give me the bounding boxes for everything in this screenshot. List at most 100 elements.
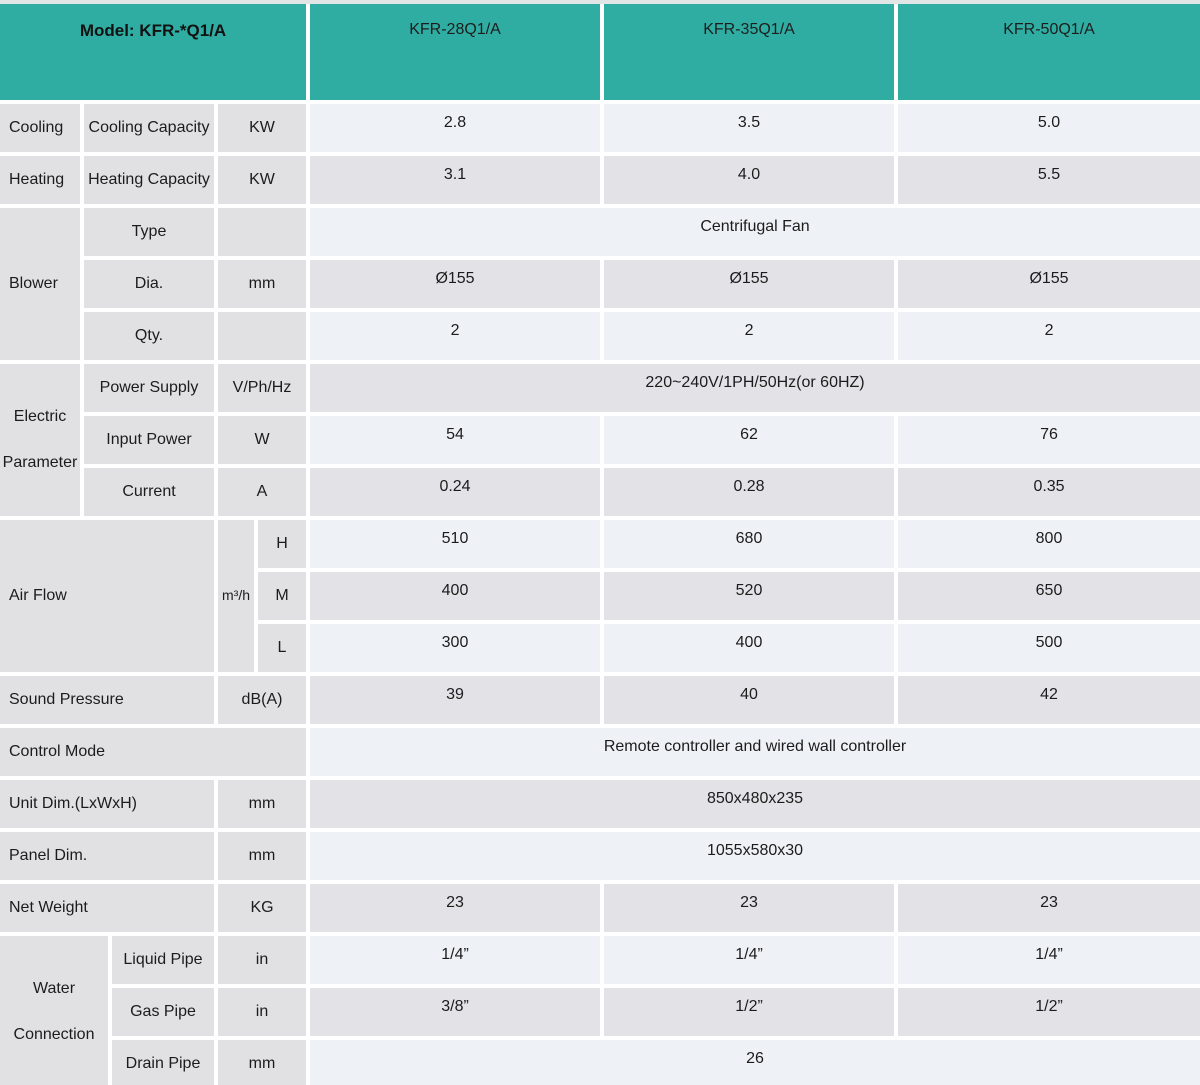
row-sound-pressure: Sound Pressure dB(A) 39 40 42: [0, 676, 1200, 724]
cell-airflow-l-kfr50: 500: [898, 624, 1200, 672]
label-input-power: Input Power: [84, 416, 214, 464]
row-blower-type: Blower Type Centrifugal Fan: [0, 208, 1200, 360]
row-panel-dim: Panel Dim. mm 1055x580x30: [0, 832, 1200, 880]
unit-blower-dia: mm: [218, 260, 307, 308]
unit-drain-pipe: mm: [218, 1040, 307, 1085]
cell-power-supply-merged: 220~240V/1PH/50Hz(or 60HZ): [310, 364, 1200, 412]
cell-cooling-kfr35: 3.5: [604, 104, 895, 152]
label-power-supply: Power Supply: [84, 364, 214, 412]
group-air-flow: Air Flow: [0, 520, 214, 672]
label-net-weight: Net Weight: [0, 884, 214, 932]
label-blower-type: Type: [84, 208, 214, 256]
header-col-kfr-28q1a: KFR-28Q1/A: [310, 4, 601, 100]
label-panel-dim: Panel Dim.: [0, 832, 214, 880]
unit-current: A: [218, 468, 307, 516]
cell-airflow-h-kfr35: 680: [604, 520, 895, 568]
cell-net-weight-kfr28: 23: [310, 884, 601, 932]
cell-liquid-pipe-kfr28: 1/4”: [310, 936, 601, 984]
cell-blower-qty-kfr28: 2: [310, 312, 601, 360]
cell-current-kfr28: 0.24: [310, 468, 601, 516]
row-net-weight: Net Weight KG 23 23 23: [0, 884, 1200, 932]
unit-unit-dim: mm: [218, 780, 307, 828]
unit-input-power: W: [218, 416, 307, 464]
header-col-kfr-50q1a: KFR-50Q1/A: [898, 4, 1200, 100]
cell-gas-pipe-kfr35: 1/2”: [604, 988, 895, 1036]
label-cooling-capacity: Cooling Capacity: [84, 104, 214, 152]
group-blower: Blower: [0, 208, 80, 360]
cell-gas-pipe-kfr28: 3/8”: [310, 988, 601, 1036]
cell-heating-kfr50: 5.5: [898, 156, 1200, 204]
group-water-connection: Water Connection: [0, 936, 108, 1085]
cell-blower-qty-kfr50: 2: [898, 312, 1200, 360]
label-blower-qty: Qty.: [84, 312, 214, 360]
unit-net-weight: KG: [218, 884, 307, 932]
top-strip: [0, 0, 1200, 4]
cell-control-mode-merged: Remote controller and wired wall control…: [310, 728, 1200, 776]
row-cooling: Cooling Cooling Capacity KW 2.8 3.5 5.0: [0, 104, 1200, 152]
unit-panel-dim: mm: [218, 832, 307, 880]
header-col-kfr-35q1a: KFR-35Q1/A: [604, 4, 895, 100]
cell-cooling-kfr50: 5.0: [898, 104, 1200, 152]
cell-net-weight-kfr35: 23: [604, 884, 895, 932]
header-row: Model: KFR-*Q1/A KFR-28Q1/A KFR-35Q1/A K…: [0, 4, 1200, 100]
cell-blower-dia-kfr35: Ø155: [604, 260, 895, 308]
cell-sound-kfr35: 40: [604, 676, 895, 724]
label-drain-pipe: Drain Pipe: [112, 1040, 214, 1085]
cell-net-weight-kfr50: 23: [898, 884, 1200, 932]
cell-blower-type-merged: Centrifugal Fan: [310, 208, 1200, 256]
unit-power-supply: V/Ph/Hz: [218, 364, 307, 412]
label-gas-pipe: Gas Pipe: [112, 988, 214, 1036]
row-heating: Heating Heating Capacity KW 3.1 4.0 5.5: [0, 156, 1200, 204]
cell-current-kfr35: 0.28: [604, 468, 895, 516]
cell-blower-dia-kfr28: Ø155: [310, 260, 601, 308]
label-sound-pressure: Sound Pressure: [0, 676, 214, 724]
cell-input-power-kfr28: 54: [310, 416, 601, 464]
unit-blower-qty: [218, 312, 307, 360]
spec-table: Model: KFR-*Q1/A KFR-28Q1/A KFR-35Q1/A K…: [0, 4, 1200, 1085]
cell-airflow-m-kfr35: 520: [604, 572, 895, 620]
cell-heating-kfr28: 3.1: [310, 156, 601, 204]
cell-gas-pipe-kfr50: 1/2”: [898, 988, 1200, 1036]
spec-table-wrapper: Model: KFR-*Q1/A KFR-28Q1/A KFR-35Q1/A K…: [0, 4, 1200, 1085]
cell-sound-kfr28: 39: [310, 676, 601, 724]
cell-unit-dim-merged: 850x480x235: [310, 780, 1200, 828]
cell-sound-kfr50: 42: [898, 676, 1200, 724]
group-electric-parameter: Electric Parameter: [0, 364, 80, 516]
cell-airflow-m-kfr28: 400: [310, 572, 601, 620]
label-airflow-l: L: [258, 624, 307, 672]
row-blower-qty: Qty. 2 2 2: [0, 312, 1200, 360]
cell-heating-kfr35: 4.0: [604, 156, 895, 204]
label-unit-dim: Unit Dim.(LxWxH): [0, 780, 214, 828]
row-airflow-h: Air Flow m³/h H 510 680 800: [0, 520, 1200, 672]
cell-drain-pipe-merged: 26: [310, 1040, 1200, 1085]
unit-sound-pressure: dB(A): [218, 676, 307, 724]
label-airflow-m: M: [258, 572, 307, 620]
cell-panel-dim-merged: 1055x580x30: [310, 832, 1200, 880]
unit-heating-capacity: KW: [218, 156, 307, 204]
cell-current-kfr50: 0.35: [898, 468, 1200, 516]
row-unit-dim: Unit Dim.(LxWxH) mm 850x480x235: [0, 780, 1200, 828]
cell-airflow-l-kfr28: 300: [310, 624, 601, 672]
label-control-mode: Control Mode: [0, 728, 307, 776]
cell-airflow-l-kfr35: 400: [604, 624, 895, 672]
label-heating-capacity: Heating Capacity: [84, 156, 214, 204]
label-current: Current: [84, 468, 214, 516]
header-model-label: Model: KFR-*Q1/A: [0, 4, 307, 100]
cell-liquid-pipe-kfr35: 1/4”: [604, 936, 895, 984]
row-airflow-m: M 400 520 650: [0, 572, 1200, 620]
unit-blower-type: [218, 208, 307, 256]
cell-input-power-kfr50: 76: [898, 416, 1200, 464]
cell-airflow-m-kfr50: 650: [898, 572, 1200, 620]
row-blower-dia: Dia. mm Ø155 Ø155 Ø155: [0, 260, 1200, 308]
cell-blower-qty-kfr35: 2: [604, 312, 895, 360]
cell-input-power-kfr35: 62: [604, 416, 895, 464]
unit-gas-pipe: in: [218, 988, 307, 1036]
row-drain-pipe: Drain Pipe mm 26: [0, 1040, 1200, 1085]
cell-airflow-h-kfr28: 510: [310, 520, 601, 568]
row-liquid-pipe: Water Connection Liquid Pipe in 1/4” 1/4…: [0, 936, 1200, 1085]
label-liquid-pipe: Liquid Pipe: [112, 936, 214, 984]
label-blower-dia: Dia.: [84, 260, 214, 308]
row-power-supply: Electric Parameter Power Supply V/Ph/Hz …: [0, 364, 1200, 516]
cell-blower-dia-kfr50: Ø155: [898, 260, 1200, 308]
